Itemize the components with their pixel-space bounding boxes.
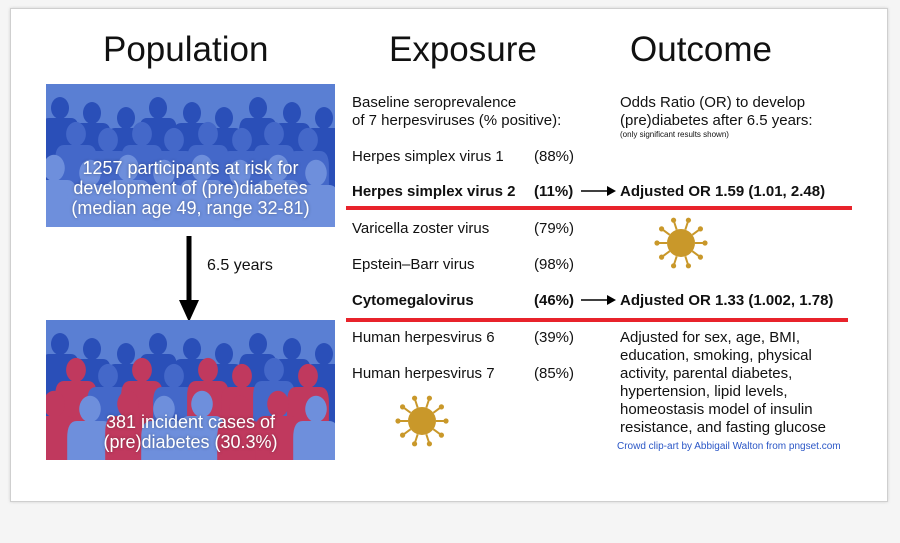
heading-population: Population <box>103 30 269 69</box>
baseline-line-1: 1257 participants at risk for <box>82 158 299 178</box>
exposure-header-line-2: of 7 herpesviruses (% positive): <box>352 112 562 129</box>
followup-duration: 6.5 years <box>207 257 273 274</box>
virus-name: Human herpesvirus 6 <box>352 329 495 346</box>
person-silhouette <box>255 390 301 460</box>
adjustment-line: hypertension, lipid levels, <box>620 383 788 400</box>
virus-pct: (46%) <box>534 292 575 309</box>
person-silhouette <box>141 395 187 460</box>
adjustment-line: Adjusted for sex, age, BMI, <box>620 329 801 346</box>
highlight-line-hsv2 <box>346 206 852 210</box>
virus-pct: (85%) <box>534 365 575 382</box>
person-silhouette <box>293 159 335 227</box>
person-silhouette <box>67 395 113 460</box>
person-silhouette <box>179 390 225 460</box>
adjustment-line: homeostasis model of insulin <box>620 401 813 418</box>
virus-pct: (88%) <box>534 148 575 165</box>
down-arrow-icon <box>179 236 199 322</box>
adjustment-line: education, smoking, physical <box>620 347 812 364</box>
virus-name: Herpes simplex virus 1 <box>352 148 504 165</box>
virus-icon <box>654 217 708 269</box>
heading-exposure: Exposure <box>389 30 537 69</box>
outcome-result-cmv: Adjusted OR 1.33 (1.002, 1.78) <box>620 292 834 309</box>
crowd-clipart <box>46 97 335 227</box>
virus-pct: (11%) <box>534 183 574 200</box>
exposure-header-line-1: Baseline seroprevalence <box>352 94 517 111</box>
heading-outcome: Outcome <box>630 30 772 69</box>
image-credit: Crowd clip-art by Abbigail Walton from p… <box>617 441 841 452</box>
outcome-header-line-2: (pre)diabetes after 6.5 years: <box>620 112 813 129</box>
baseline-description: 1257 participants at risk for developmen… <box>46 158 335 218</box>
outcome-result-hsv2: Adjusted OR 1.59 (1.01, 2.48) <box>620 183 826 200</box>
person-silhouette <box>179 154 225 227</box>
person-silhouette <box>141 159 187 227</box>
incident-line-2: (pre)diabetes (30.3%) <box>103 432 278 452</box>
incident-description: 381 incident cases of (pre)diabetes (30.… <box>46 412 335 452</box>
virus-name: Human herpesvirus 7 <box>352 365 495 382</box>
person-silhouette <box>105 390 151 460</box>
person-silhouette <box>105 154 151 227</box>
person-silhouette <box>67 159 113 227</box>
virus-name: Epstein–Barr virus <box>352 256 475 273</box>
adjustment-line: activity, parental diabetes, <box>620 365 793 382</box>
outcome-header-line-1: Odds Ratio (OR) to develop <box>620 94 806 111</box>
person-silhouette <box>217 395 263 460</box>
virus-name: Varicella zoster virus <box>352 220 490 237</box>
person-silhouette <box>217 159 263 227</box>
virus-pct: (79%) <box>534 220 575 237</box>
incident-line-1: 381 incident cases of <box>105 412 276 432</box>
crowd-clipart-incident <box>46 333 335 460</box>
virus-pct: (98%) <box>534 256 575 273</box>
baseline-crowd-panel: 1257 participants at risk for developmen… <box>46 84 335 227</box>
incident-crowd-panel: 381 incident cases of (pre)diabetes (30.… <box>46 320 335 460</box>
outcome-note: (only significant results shown) <box>620 130 729 139</box>
right-arrow-icon <box>581 295 616 305</box>
right-arrow-icon <box>581 186 616 196</box>
person-silhouette <box>293 395 335 460</box>
adjustment-line: resistance, and fasting glucose <box>620 419 826 436</box>
virus-name: Cytomegalovirus <box>352 292 474 309</box>
highlight-line-cmv <box>346 318 848 322</box>
virus-icon <box>395 395 449 447</box>
virus-name: Herpes simplex virus 2 <box>352 183 516 200</box>
virus-pct: (39%) <box>534 329 575 346</box>
baseline-line-3: (median age 49, range 32-81) <box>71 198 310 218</box>
person-silhouette <box>255 154 301 227</box>
baseline-line-2: development of (pre)diabetes <box>73 178 308 198</box>
